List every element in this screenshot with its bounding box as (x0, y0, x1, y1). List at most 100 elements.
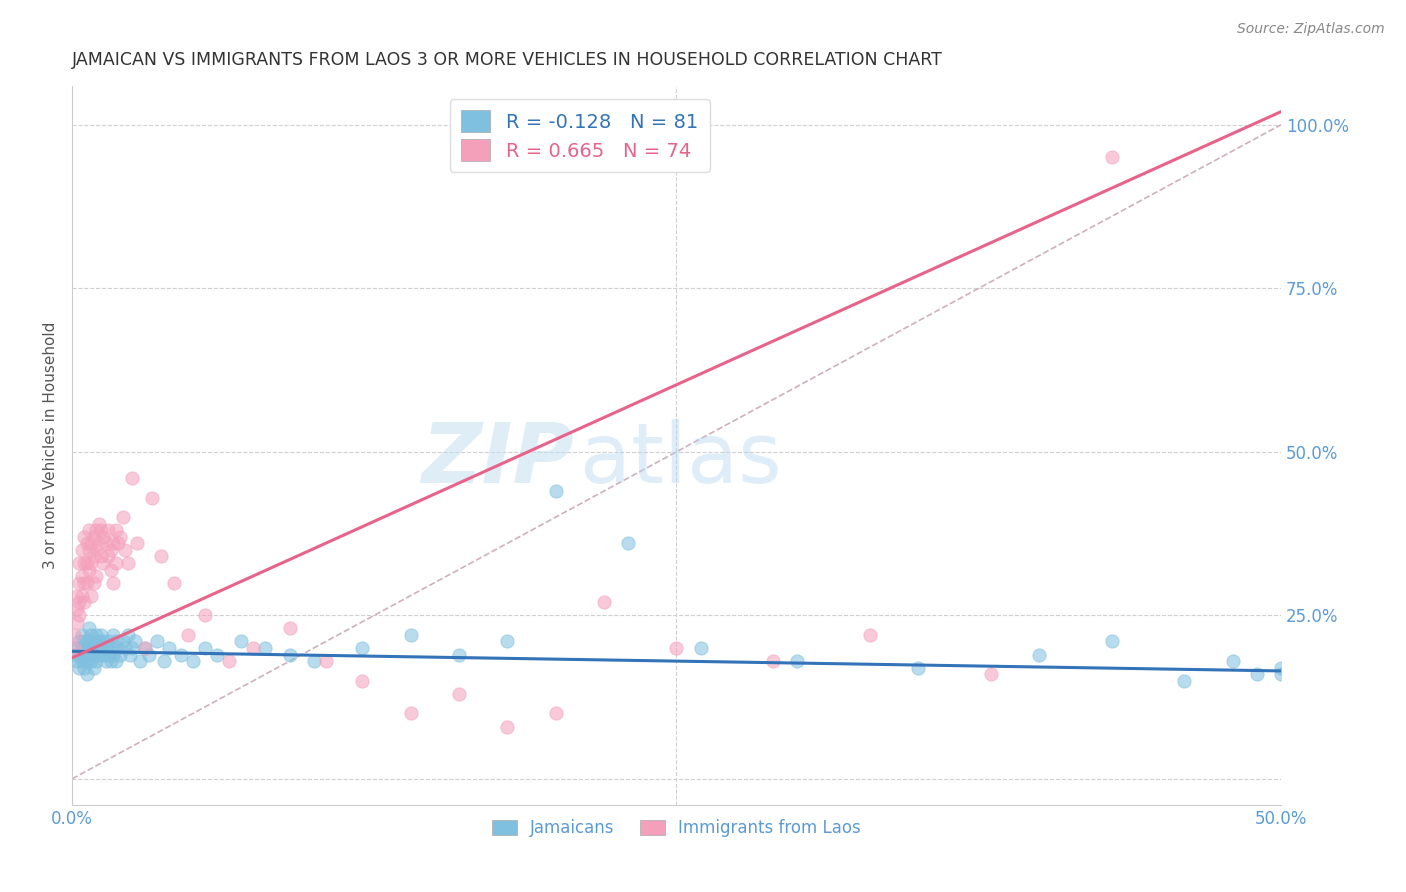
Point (83, 648, 105, 662)
Point (76, 556, 98, 570)
Point (63, 640, 86, 655)
Point (93, 556, 115, 570)
Point (1173, 673, 1195, 688)
Point (67, 556, 90, 570)
Point (97, 549, 120, 564)
Point (73, 556, 96, 570)
Point (67, 660, 90, 674)
Point (70, 654, 93, 668)
Point (399, 706, 422, 721)
Point (302, 654, 325, 668)
Point (87, 536, 110, 550)
Point (70, 542, 93, 557)
Point (107, 536, 129, 550)
Point (73, 660, 96, 674)
Point (63, 648, 86, 662)
Point (97, 523, 120, 537)
Point (80, 589, 103, 603)
Point (84, 654, 107, 668)
Point (352, 640, 374, 655)
Point (76, 640, 98, 655)
Point (157, 640, 180, 655)
Point (101, 575, 124, 590)
Point (447, 687, 470, 701)
Point (73, 648, 96, 662)
Point (496, 634, 519, 648)
Point (170, 648, 193, 662)
Legend: Jamaicans, Immigrants from Laos: Jamaicans, Immigrants from Laos (485, 812, 868, 844)
Point (194, 608, 217, 623)
Point (181, 654, 204, 668)
Point (128, 654, 150, 668)
Point (544, 484, 567, 499)
Point (90, 523, 112, 537)
Point (67, 575, 90, 590)
Point (1028, 648, 1050, 662)
Point (121, 640, 143, 655)
Point (76, 536, 98, 550)
Point (114, 640, 136, 655)
Point (76, 575, 98, 590)
Point (114, 542, 136, 557)
Point (94, 536, 117, 550)
Point (254, 640, 277, 655)
Point (84, 542, 107, 557)
Point (107, 640, 129, 655)
Point (104, 654, 127, 668)
Point (194, 640, 217, 655)
Point (104, 634, 127, 648)
Point (101, 628, 124, 642)
Point (66, 615, 89, 629)
Point (101, 536, 124, 550)
Point (117, 556, 139, 570)
Point (100, 562, 122, 576)
Point (689, 640, 711, 655)
Point (70, 628, 93, 642)
Point (67, 595, 90, 609)
Point (77, 542, 100, 557)
Point (80, 556, 103, 570)
Point (859, 628, 882, 642)
Point (70, 569, 93, 583)
Point (134, 640, 156, 655)
Point (110, 648, 132, 662)
Point (67, 634, 90, 648)
Point (1270, 667, 1292, 681)
Point (315, 654, 337, 668)
Point (97, 648, 120, 662)
Point (907, 660, 929, 674)
Point (138, 648, 160, 662)
Point (73, 575, 96, 590)
Point (77, 621, 100, 635)
Point (117, 628, 139, 642)
Point (100, 640, 122, 655)
Point (87, 516, 110, 531)
Point (665, 640, 688, 655)
Point (90, 640, 112, 655)
Point (1222, 654, 1244, 668)
Point (83, 549, 105, 564)
Point (121, 471, 143, 485)
Point (80, 628, 103, 642)
Point (1270, 660, 1292, 674)
Point (352, 673, 374, 688)
Point (73, 530, 96, 544)
Point (399, 628, 422, 642)
Point (73, 595, 96, 609)
Point (110, 530, 132, 544)
Y-axis label: 3 or more Vehicles in Household: 3 or more Vehicles in Household (44, 322, 58, 569)
Point (617, 536, 640, 550)
Point (93, 648, 115, 662)
Point (77, 634, 100, 648)
Point (111, 510, 134, 524)
Point (544, 706, 567, 721)
Point (593, 595, 616, 609)
Point (278, 621, 301, 635)
Point (84, 523, 107, 537)
Point (77, 562, 100, 576)
Text: atlas: atlas (579, 419, 782, 500)
Point (134, 640, 156, 655)
Point (141, 491, 163, 505)
Point (80, 654, 103, 668)
Point (242, 640, 264, 655)
